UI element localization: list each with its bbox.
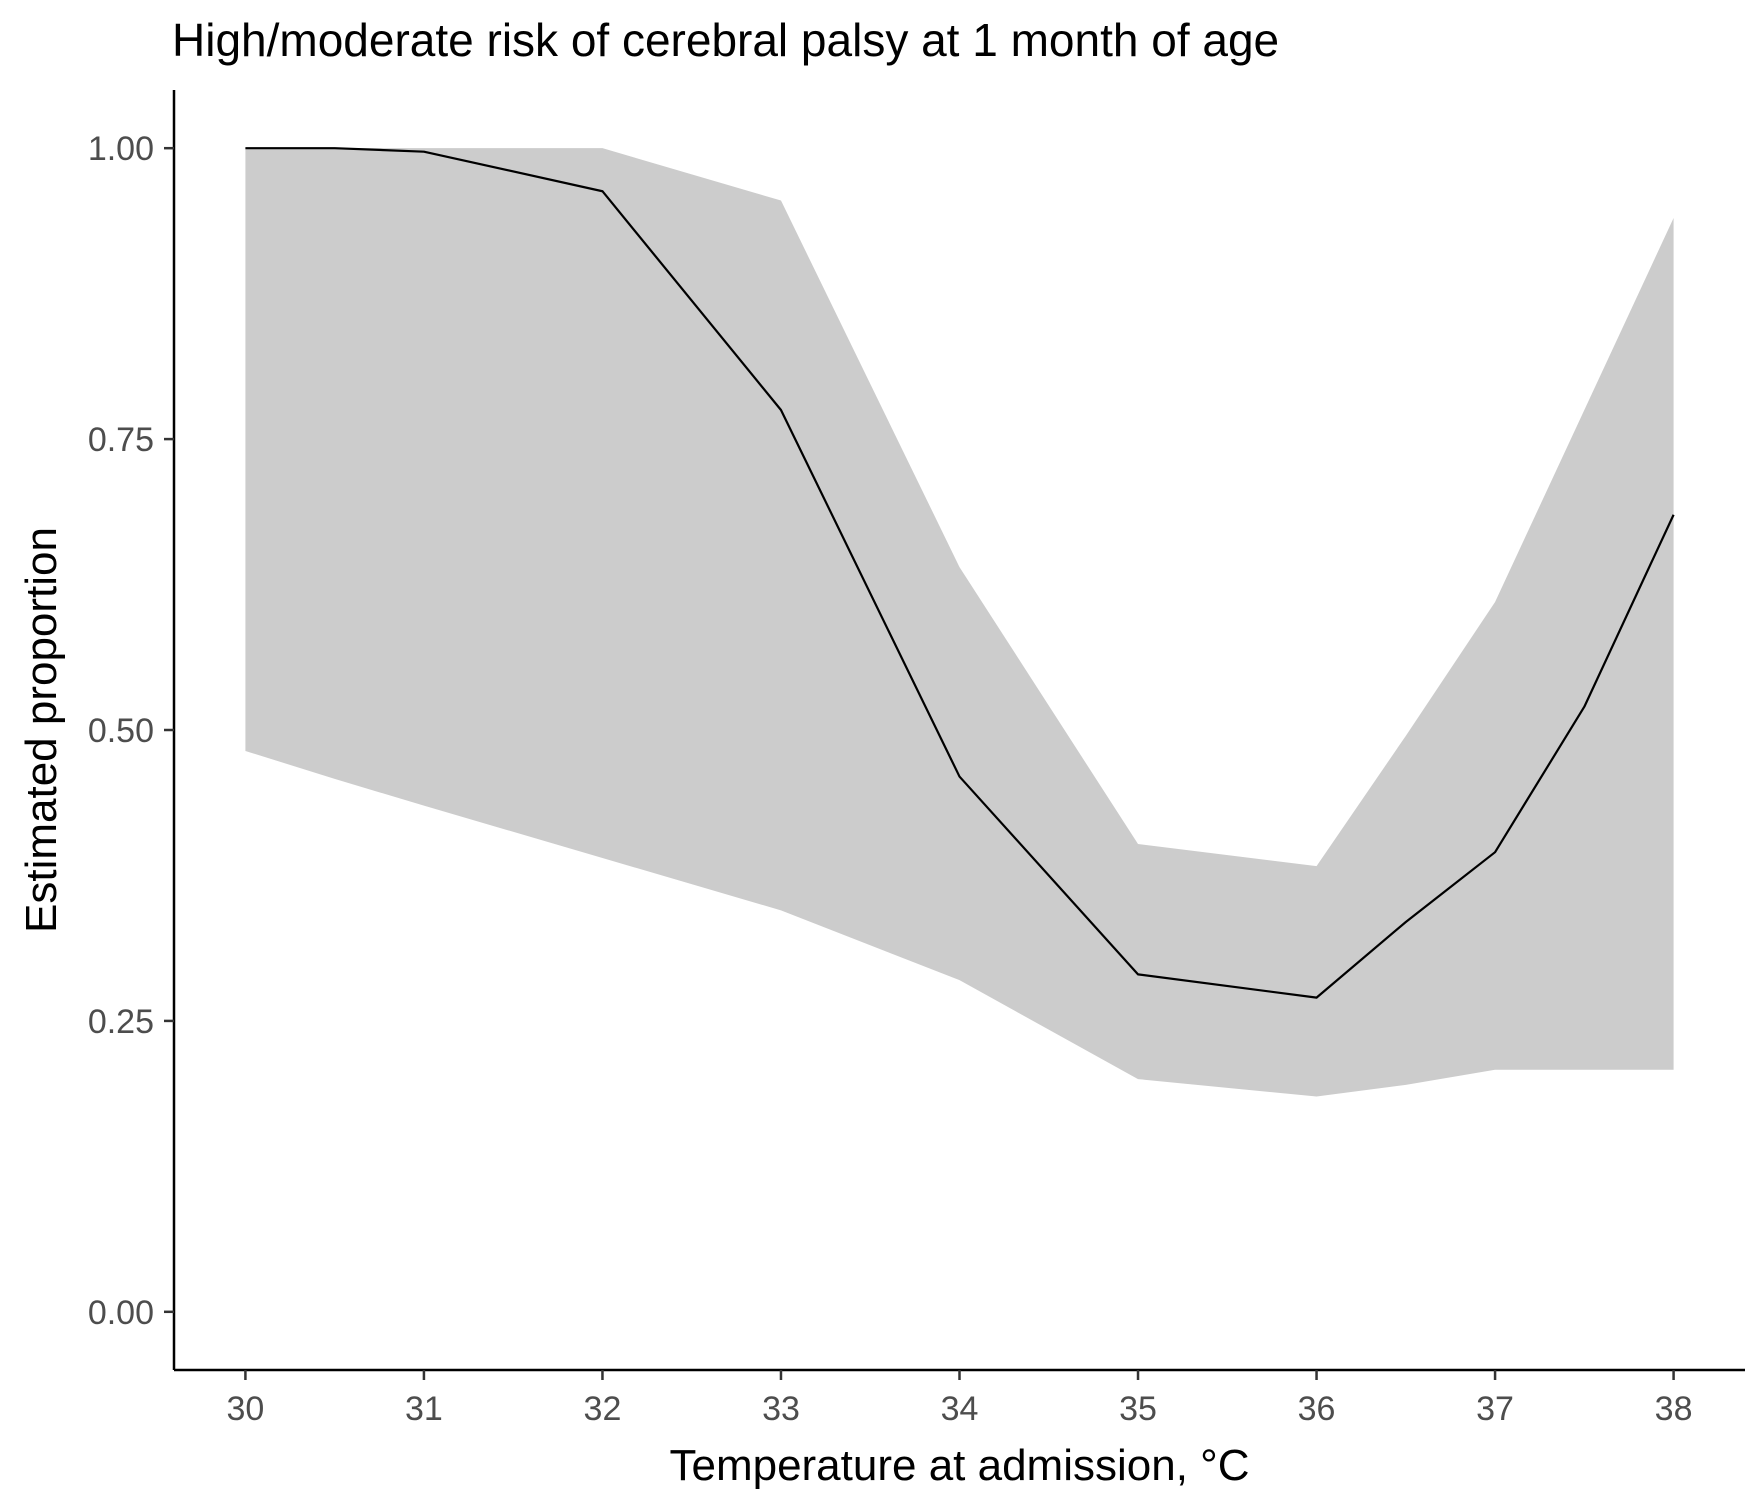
series-line-0 xyxy=(245,147,1675,999)
x-tick-label: 33 xyxy=(762,1390,800,1428)
x-tick-label: 37 xyxy=(1476,1390,1514,1428)
y-tick-label: 0.50 xyxy=(88,712,154,750)
x-tick-label: 30 xyxy=(226,1390,264,1428)
y-tick-label: 1.00 xyxy=(88,130,154,168)
y-axis-ticks: 0.00 0.25 0.50 0.75 1.00 xyxy=(88,130,174,1332)
confidence-ribbon-0 xyxy=(245,148,1674,1097)
y-tick-label: 0.00 xyxy=(88,1294,154,1332)
x-axis-title: Temperature at admission, °C xyxy=(669,1441,1249,1490)
y-tick-label: 0.25 xyxy=(88,1003,154,1041)
chart-title: High/moderate risk of cerebral palsy at … xyxy=(172,14,1279,66)
x-tick-label: 34 xyxy=(941,1390,979,1428)
y-axis-title: Estimated proportion xyxy=(17,527,66,933)
x-tick-label: 36 xyxy=(1298,1390,1336,1428)
plot-area xyxy=(245,147,1675,1097)
x-tick-label: 32 xyxy=(584,1390,622,1428)
x-tick-label: 35 xyxy=(1119,1390,1157,1428)
y-tick-label: 0.75 xyxy=(88,421,154,459)
x-axis-ticks: 30 31 32 33 34 35 36 37 38 xyxy=(226,1370,1693,1428)
x-tick-label: 31 xyxy=(405,1390,443,1428)
x-tick-label: 38 xyxy=(1655,1390,1693,1428)
